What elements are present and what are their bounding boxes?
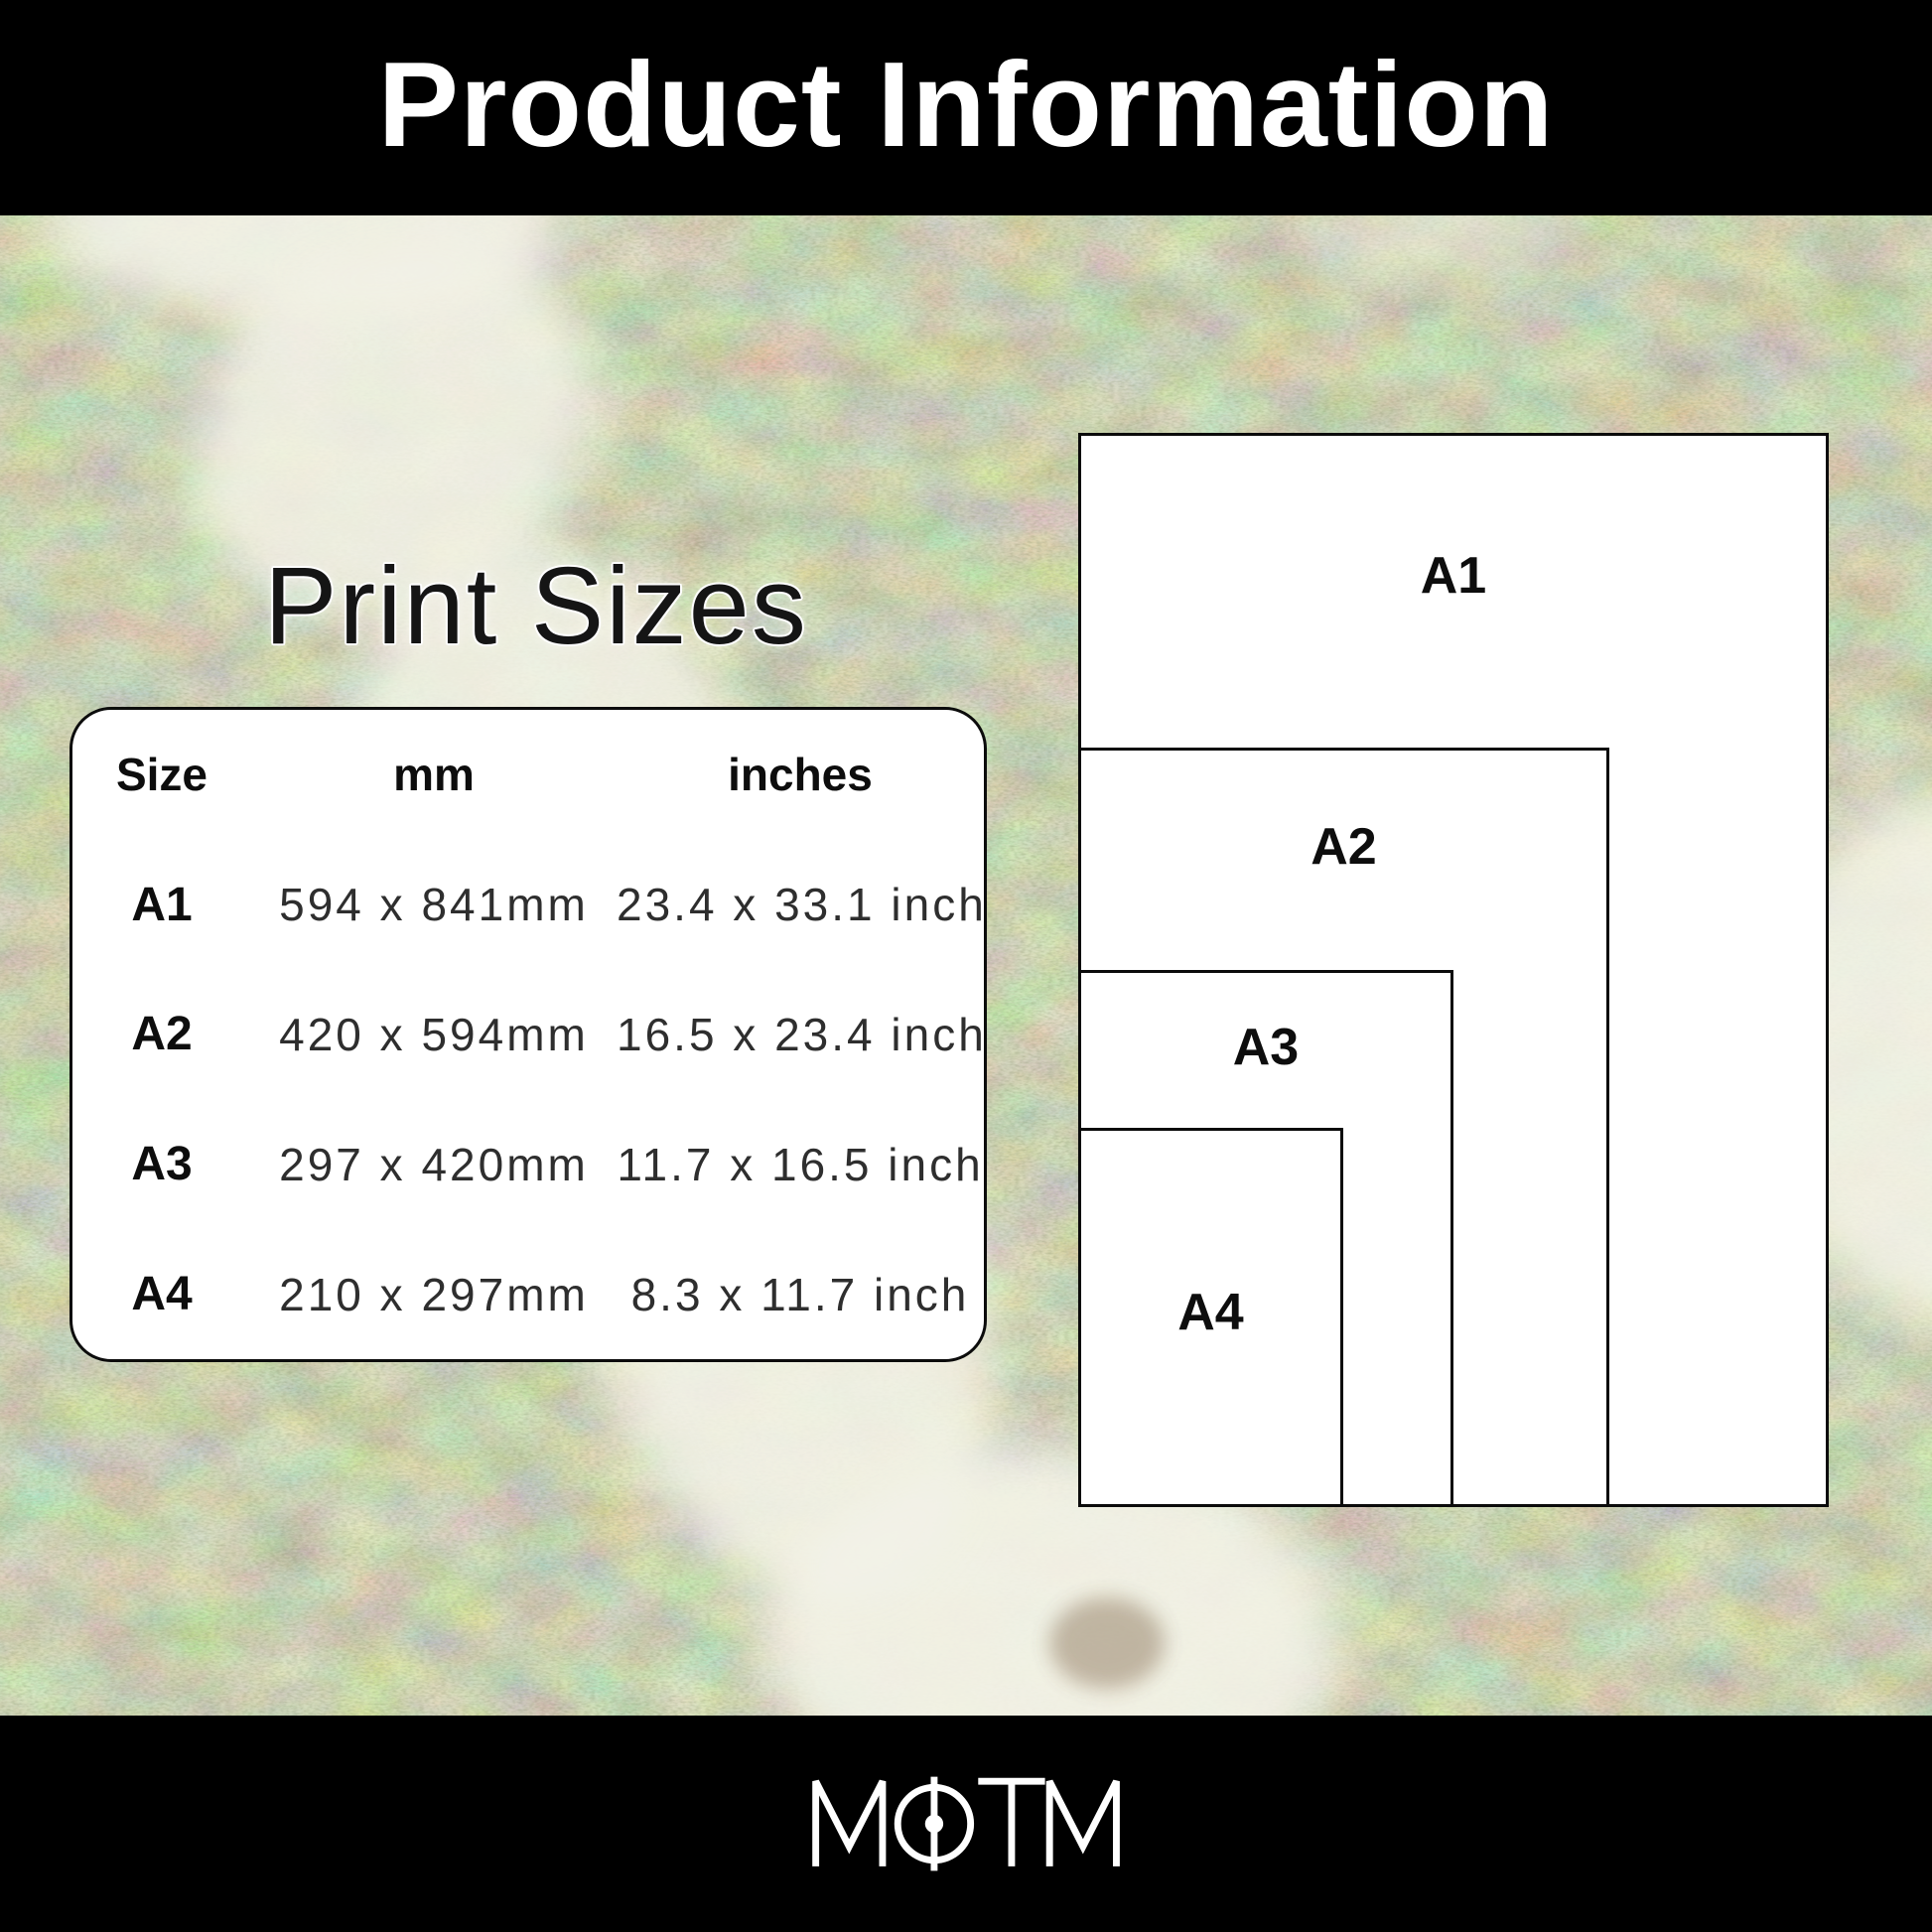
page-title: Product Information <box>377 36 1555 172</box>
size-cell: A1 <box>131 878 193 931</box>
column-header-size: Size <box>115 749 208 801</box>
footer-bar: MOTM <box>0 1716 1932 1932</box>
header-bar: Product Information <box>0 0 1932 215</box>
mm-cell: 210 x 297mm <box>279 1268 589 1320</box>
column-header-mm: mm <box>393 749 475 801</box>
sheet-label: A4 <box>1177 1284 1244 1341</box>
logo-letter-m <box>812 1779 887 1866</box>
column-header-inches: inches <box>728 749 873 801</box>
mm-cell: 594 x 841mm <box>279 879 589 931</box>
paper-sheet-a4: A4 <box>1078 1128 1343 1507</box>
sheet-label: A1 <box>1420 547 1487 605</box>
football-centre-circle-icon <box>894 1776 975 1871</box>
print-sizes-title: Print Sizes <box>264 545 808 667</box>
motm-logo: MOTM <box>812 1776 1120 1871</box>
inches-cell: 23.4 x 33.1 inch <box>617 879 987 931</box>
logo-letter-t <box>978 1777 1045 1866</box>
size-cell: A4 <box>131 1268 193 1321</box>
inches-cell: 11.7 x 16.5 inch <box>617 1138 984 1190</box>
sheet-label: A3 <box>1232 1019 1300 1076</box>
dirt-spot <box>1049 1597 1165 1689</box>
print-sizes-table-card: Size mm inches A1 594 x 841mm 23.4 x 33.… <box>69 707 987 1362</box>
size-cell: A3 <box>131 1138 193 1191</box>
logo-letter-m2 <box>1045 1779 1120 1866</box>
inches-cell: 16.5 x 23.4 inch <box>617 1008 987 1060</box>
mm-cell: 297 x 420mm <box>279 1138 589 1190</box>
size-cell: A2 <box>131 1008 193 1061</box>
mm-cell: 420 x 594mm <box>279 1008 589 1060</box>
inches-cell: 8.3 x 11.7 inch <box>630 1268 970 1320</box>
sheet-label: A2 <box>1311 818 1377 876</box>
